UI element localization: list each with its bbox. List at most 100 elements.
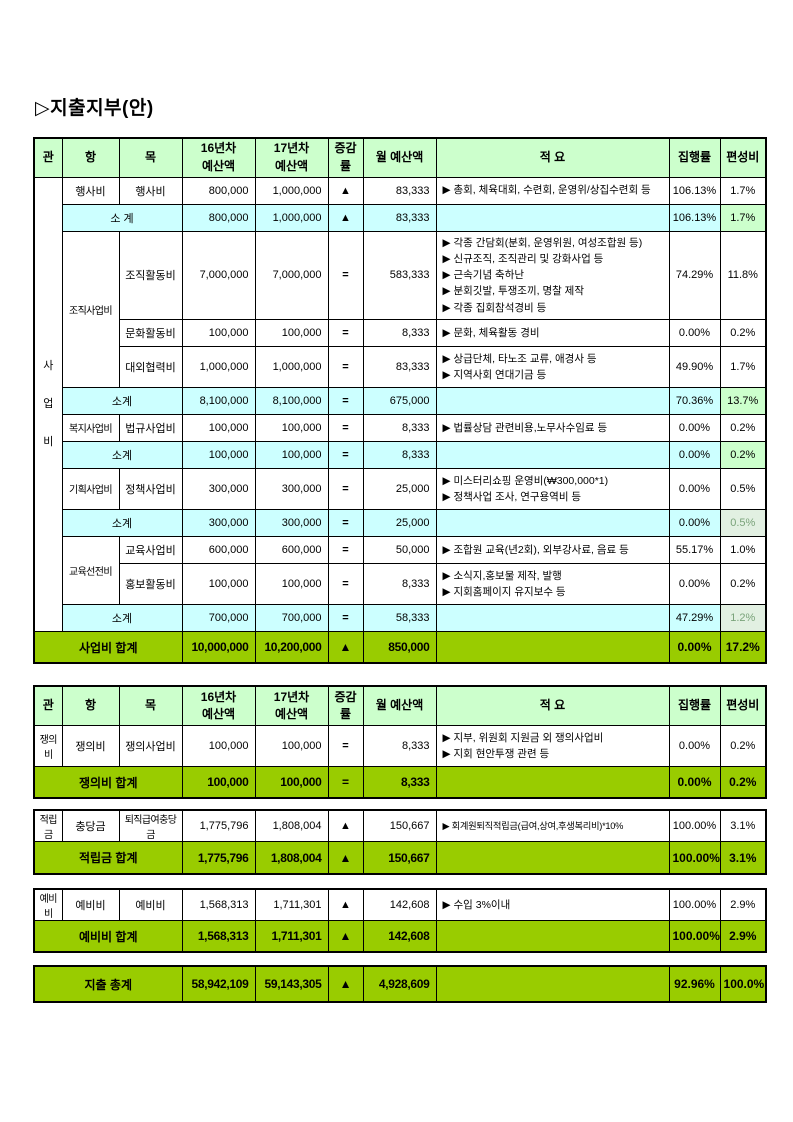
cell-budget17: 100,000 bbox=[254, 562, 329, 605]
col-header-budget16: 16년차 예산액 bbox=[181, 685, 256, 726]
cell-comp-ratio: 0.2% bbox=[719, 562, 767, 605]
table-header-row: 관 항 목 16년차 예산액 17년차 예산액 증감률 월 예산액 적 요 집행… bbox=[33, 137, 767, 178]
col-header-mok: 목 bbox=[118, 137, 183, 178]
cell-comp-ratio: 0.2% bbox=[719, 724, 767, 767]
cell-comp-ratio: 100.0% bbox=[719, 965, 767, 1003]
cell-budget16: 58,942,109 bbox=[181, 965, 256, 1003]
col-header-gwan: 관 bbox=[33, 685, 63, 726]
table-row: 조직사업비 조직활동비 7,000,000 7,000,000 = 583,33… bbox=[34, 230, 767, 388]
table-row: 기획사업비 정책사업비 300,000 300,000 = 25,000 ▶ 미… bbox=[34, 467, 767, 510]
cell-mok: 쟁의사업비 bbox=[118, 724, 183, 767]
change-indicator: ▲ bbox=[327, 203, 364, 232]
cell-monthly: 83,333 bbox=[362, 203, 437, 232]
cell-exec-rate: 0.00% bbox=[668, 413, 721, 442]
grand-total-table: 지출 총계 58,942,109 59,143,305 ▲ 4,928,609 … bbox=[33, 965, 768, 1004]
cell-comp-ratio: 3.1% bbox=[719, 809, 767, 843]
cell-budget17: 8,100,000 bbox=[254, 386, 329, 415]
dispute-expense-table: 관 항 목 16년차 예산액 17년차 예산액 증감률 월 예산액 적 요 집행… bbox=[33, 685, 767, 800]
grand-total-row: 지출 총계 58,942,109 59,143,305 ▲ 4,928,609 … bbox=[33, 965, 767, 1003]
cell-exec-rate: 55.17% bbox=[668, 535, 721, 564]
cell-remarks: ▶ 회계원퇴직적립금(급여,상여,후생복리비)*10% bbox=[435, 809, 670, 843]
cell-mok: 법규사업비 bbox=[118, 413, 183, 442]
contingency-table: 예비비 예비비 예비비 1,568,313 1,711,301 ▲ 142,60… bbox=[33, 887, 767, 954]
cell-remarks bbox=[435, 841, 670, 875]
cell-hang: 예비비 bbox=[61, 888, 120, 921]
cell-mok: 문화활동비 bbox=[118, 318, 183, 347]
cell-monthly: 583,333 bbox=[362, 230, 437, 320]
cell-budget17: 300,000 bbox=[254, 508, 329, 537]
cell-monthly: 8,333 bbox=[362, 562, 437, 605]
table-row: 홍보활동비 100,000 100,000 = 8,333 ▶ 소식지,홍보물 … bbox=[34, 562, 767, 605]
cell-comp-ratio: 2.9% bbox=[719, 888, 767, 921]
cell-comp-ratio: 13.7% bbox=[719, 386, 767, 415]
cell-monthly: 50,000 bbox=[362, 535, 437, 564]
cell-exec-rate: 100.00% bbox=[668, 888, 721, 921]
cell-comp-ratio: 0.2% bbox=[719, 765, 767, 799]
total-label: 예비비 합계 bbox=[33, 919, 183, 953]
change-indicator: = bbox=[327, 603, 364, 632]
cell-monthly: 142,608 bbox=[362, 888, 437, 921]
reserve-total-row: 적립금 합계 1,775,796 1,808,004 ▲ 150,667 100… bbox=[33, 841, 767, 875]
change-indicator: ▲ bbox=[327, 809, 364, 843]
cell-monthly: 150,667 bbox=[362, 809, 437, 843]
cell-remarks: ▶ 지부, 위원회 지원금 외 쟁의사업비 ▶ 지회 현안투쟁 관련 등 bbox=[435, 724, 670, 767]
cell-budget16: 300,000 bbox=[181, 467, 256, 510]
cell-budget16: 100,000 bbox=[181, 413, 256, 442]
cell-exec-rate: 47.29% bbox=[668, 603, 721, 632]
cell-budget17: 100,000 bbox=[254, 724, 329, 767]
change-indicator: = bbox=[327, 724, 364, 767]
table-row: 적립금 충당금 퇴직급여충당금 1,775,796 1,808,004 ▲ 15… bbox=[33, 809, 767, 843]
cell-budget17: 7,000,000 bbox=[254, 230, 329, 320]
cell-hang: 복지사업비 bbox=[61, 413, 120, 442]
col-header-change: 증감률 bbox=[327, 137, 364, 178]
cell-exec-rate: 0.00% bbox=[668, 318, 721, 347]
total-label: 쟁의비 합계 bbox=[33, 765, 183, 799]
cell-budget16: 100,000 bbox=[181, 318, 256, 347]
page-title: ▷지출지부(안) bbox=[35, 98, 154, 119]
cell-mok: 홍보활동비 bbox=[118, 562, 183, 605]
cell-budget16: 1,775,796 bbox=[181, 841, 256, 875]
cell-exec-rate: 0.00% bbox=[668, 440, 721, 469]
col-header-gwan: 관 bbox=[33, 137, 63, 178]
cell-mok: 조직활동비 bbox=[118, 230, 183, 320]
cell-gwan: 적립금 bbox=[33, 809, 63, 843]
cell-budget17: 1,000,000 bbox=[254, 203, 329, 232]
cell-remarks bbox=[435, 508, 670, 537]
change-indicator: ▲ bbox=[327, 888, 364, 921]
cell-exec-rate: 106.13% bbox=[668, 176, 721, 205]
cell-budget17: 100,000 bbox=[254, 413, 329, 442]
table-row: 문화활동비 100,000 100,000 = 8,333 ▶ 문화, 체육활동… bbox=[34, 318, 767, 347]
cell-exec-rate: 100.00% bbox=[668, 841, 721, 875]
cell-comp-ratio: 0.2% bbox=[719, 440, 767, 469]
cell-mok: 퇴직급여충당금 bbox=[118, 809, 183, 843]
col-header-monthly: 월 예산액 bbox=[362, 685, 437, 726]
cell-budget17: 1,808,004 bbox=[254, 841, 329, 875]
cell-remarks: ▶ 총회, 체육대회, 수련회, 운영위/상집수련회 등 bbox=[435, 176, 670, 205]
change-indicator: = bbox=[327, 345, 364, 388]
cell-exec-rate: 70.36% bbox=[668, 386, 721, 415]
col-header-remarks: 적 요 bbox=[435, 137, 670, 178]
cell-budget16: 800,000 bbox=[181, 203, 256, 232]
cell-budget16: 1,775,796 bbox=[181, 809, 256, 843]
cell-remarks bbox=[435, 603, 670, 632]
business-total-row: 사업비 합계 10,000,000 10,200,000 ▲ 850,000 0… bbox=[33, 630, 767, 664]
subtotal-label: 소계 bbox=[61, 386, 183, 415]
cell-budget16: 10,000,000 bbox=[181, 630, 256, 664]
cell-exec-rate: 0.00% bbox=[668, 724, 721, 767]
business-expense-table: 관 항 목 16년차 예산액 17년차 예산액 증감률 월 예산액 적 요 집행… bbox=[33, 137, 767, 665]
cell-exec-rate: 0.00% bbox=[668, 467, 721, 510]
cell-remarks bbox=[435, 630, 670, 664]
cell-budget17: 1,000,000 bbox=[254, 345, 329, 388]
cell-remarks: ▶ 각종 간담회(분회, 운영위원, 여성조합원 등) ▶ 신규조직, 조직관리… bbox=[435, 230, 670, 320]
col-header-comp-ratio: 편성비 bbox=[719, 137, 767, 178]
cell-budget16: 100,000 bbox=[181, 765, 256, 799]
cell-remarks bbox=[435, 919, 670, 953]
cell-remarks: ▶ 미스터리쇼핑 운영비(₩300,000*1) ▶ 정책사업 조사, 연구용역… bbox=[435, 467, 670, 510]
total-label: 사업비 합계 bbox=[33, 630, 183, 664]
cell-hang: 행사비 bbox=[61, 176, 120, 205]
cell-budget16: 1,568,313 bbox=[181, 888, 256, 921]
cell-hang: 충당금 bbox=[61, 809, 120, 843]
cell-mok: 정책사업비 bbox=[118, 467, 183, 510]
cell-mok: 대외협력비 bbox=[118, 345, 183, 388]
